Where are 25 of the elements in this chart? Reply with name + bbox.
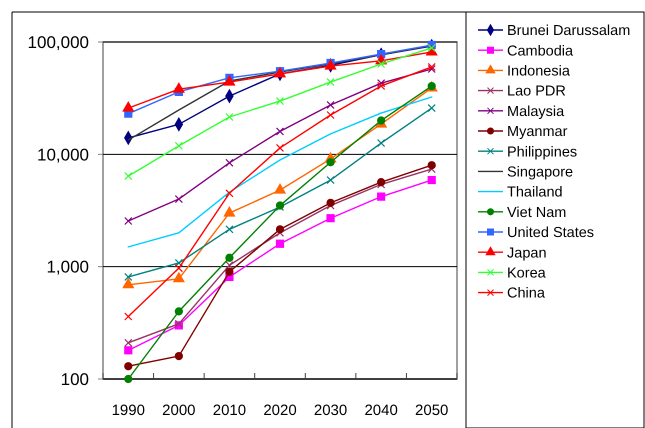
- legend-label: Japan: [507, 245, 547, 262]
- y-tick-label: 1,000: [46, 258, 89, 277]
- x-tick-label: 2040: [364, 402, 398, 419]
- x-tick-label: 2000: [162, 402, 196, 419]
- x-tick-label: 1990: [112, 402, 145, 419]
- legend-label: United States: [507, 225, 594, 242]
- y-tick-label: 100: [60, 370, 89, 389]
- x-tick-label: 2050: [415, 402, 448, 419]
- legend-label: Myanmar: [507, 124, 568, 140]
- y-tick-label: 10,000: [37, 145, 89, 164]
- legend-label: Brunei Darussalam: [507, 23, 630, 40]
- legend-label: Cambodia: [507, 43, 574, 60]
- legend-label: Thailand: [507, 184, 563, 201]
- legend-label: China: [507, 286, 546, 302]
- y-tick-label: 100,000: [28, 32, 89, 52]
- x-tick-label: 2010: [212, 402, 246, 419]
- x-tick-label: 2020: [263, 402, 297, 419]
- legend-label: Philippines: [507, 144, 578, 160]
- legend-label: Lao PDR: [507, 84, 566, 100]
- x-tick-label: 2030: [314, 402, 348, 419]
- legend-label: Korea: [507, 265, 547, 282]
- legend-label: Malaysia: [507, 104, 566, 120]
- legend-label: Singapore: [507, 164, 574, 180]
- legend-label: Viet Nam: [507, 204, 566, 221]
- legend-label: Indonesia: [507, 63, 571, 80]
